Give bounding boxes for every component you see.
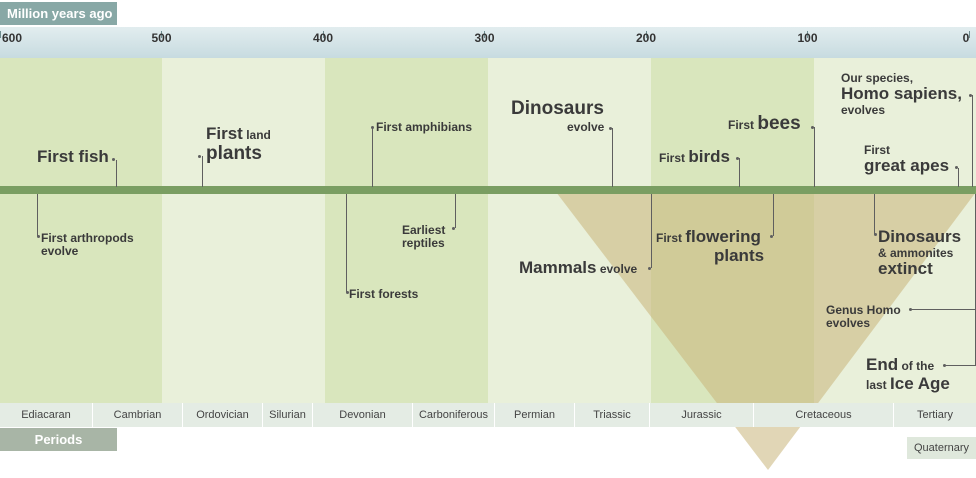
extinct-part3: extinct: [878, 258, 933, 278]
homo-sapiens-part3: evolves: [841, 102, 886, 117]
genus-homo-part1: Genus Homo: [826, 303, 901, 317]
arthropods-part2: evolve: [41, 244, 79, 259]
first-bees-part1: First: [728, 118, 755, 132]
event-first-flowering-plants: First flowering plants: [656, 227, 765, 265]
scale-tick-label: 0: [962, 31, 970, 45]
period-permian: Permian: [495, 403, 575, 427]
event-dinosaurs-extinct: Dinosaurs & ammonites extinct: [878, 227, 962, 279]
scale-tick: [807, 31, 808, 38]
period-silurian: Silurian: [263, 403, 313, 427]
homo-sapiens-part2: Homo sapiens,: [841, 84, 962, 104]
event-first-birds: First birds: [659, 147, 730, 167]
flowering-part3: plants: [714, 245, 765, 265]
timeline-axis: [0, 186, 976, 194]
scale-tick-label: 600: [1, 31, 23, 45]
first-birds-part2: birds: [688, 147, 730, 166]
reptiles-part1: Earliest: [402, 223, 446, 237]
event-first-arthropods: First arthropods evolve: [41, 231, 134, 259]
ice-age-part1: End: [866, 355, 899, 374]
mammals-part2: evolve: [599, 262, 638, 276]
event-first-bees: First bees: [728, 113, 801, 135]
extinct-part1: Dinosaurs: [878, 227, 962, 246]
event-first-great-apes: First great apes: [864, 143, 950, 176]
period-ordovician: Ordovician: [183, 403, 263, 427]
ice-age-part4: Ice Age: [890, 373, 950, 393]
period-tertiary: Tertiary: [916, 409, 954, 421]
period-carboniferous: Carboniferous: [413, 403, 495, 427]
scale-tick: [0, 31, 1, 38]
event-earliest-reptiles: Earliest reptiles: [402, 223, 446, 251]
arthropods-part1: First arthropods: [41, 231, 134, 245]
flowering-part1: First: [656, 231, 683, 245]
period-triassic: Triassic: [575, 403, 650, 427]
first-birds-part1: First: [659, 151, 686, 165]
flowering-part2: flowering: [685, 227, 761, 246]
scale-tick-label: 300: [474, 31, 495, 45]
extinct-part2: & ammonites: [878, 245, 954, 260]
period-ediacaran: Ediacaran: [0, 403, 93, 427]
first-land-plants-part2: land: [246, 128, 271, 142]
first-land-plants-part1: First: [206, 124, 243, 143]
event-first-amphibians: First amphibians: [376, 120, 473, 134]
event-end-ice-age: End of the last Ice Age: [866, 355, 950, 393]
great-apes-part1: First: [864, 143, 891, 157]
era-band-3: [325, 58, 488, 403]
ice-age-part2: of the: [901, 359, 935, 373]
period-quaternary: Quaternary: [907, 437, 976, 459]
event-first-fish: First fish: [37, 147, 109, 166]
scale-tick: [968, 31, 970, 38]
period-jurassic: Jurassic: [650, 403, 754, 427]
periods-label: Periods: [0, 428, 117, 451]
event-first-land-plants: First land plants: [206, 124, 271, 165]
first-land-plants-part3: plants: [206, 142, 262, 164]
event-mammals: Mammals evolve: [519, 258, 638, 278]
period-cretaceous: Cretaceous: [754, 403, 894, 427]
scale-tick: [322, 31, 324, 38]
period-cambrian: Cambrian: [93, 403, 183, 427]
era-band-2: [162, 58, 325, 403]
scale-tick: [161, 31, 162, 38]
time-scale-bar: [0, 27, 976, 58]
homo-sapiens-part1: Our species,: [841, 71, 914, 85]
era-band-1: [0, 58, 162, 403]
ice-age-part3: last: [866, 377, 887, 392]
scale-tick-label: 200: [635, 31, 657, 45]
periods-row: Ediacaran Cambrian Ordovician Silurian D…: [0, 403, 976, 427]
event-dinosaurs: Dinosaurs: [511, 98, 604, 119]
genus-homo-part2: evolves: [826, 316, 871, 331]
reptiles-part2: reptiles: [402, 236, 445, 251]
scale-tick-label: 500: [151, 31, 172, 45]
scale-tick: [484, 31, 485, 38]
event-first-forests: First forests: [349, 287, 419, 301]
event-dinosaurs-evolve: evolve: [567, 120, 605, 134]
scale-tick-label: 100: [797, 31, 818, 45]
great-apes-part2: great apes: [864, 156, 950, 176]
scale-tick: [645, 31, 647, 38]
million-years-ago-label: Million years ago: [0, 2, 117, 25]
event-genus-homo: Genus Homo evolves: [826, 303, 901, 331]
scale-tick-label: 400: [312, 31, 334, 45]
event-homo-sapiens: Our species, Homo sapiens, evolves: [841, 71, 962, 117]
mammals-part1: Mammals: [519, 258, 597, 277]
first-bees-part2: bees: [757, 113, 801, 134]
period-devonian: Devonian: [313, 403, 413, 427]
